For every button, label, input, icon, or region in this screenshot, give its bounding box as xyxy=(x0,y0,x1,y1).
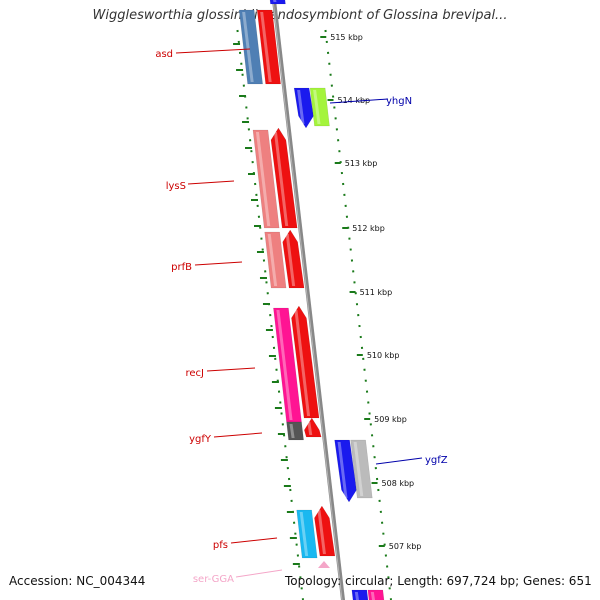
gene-leader-line xyxy=(194,261,243,266)
kbp-label: 509 kbp xyxy=(374,415,407,424)
right-rail xyxy=(324,29,392,600)
gene-leader-line xyxy=(230,537,278,544)
gene-box-highlight xyxy=(267,234,278,286)
gene-box-highlight xyxy=(313,90,321,124)
gene-box xyxy=(264,231,287,289)
gene-box-highlight xyxy=(289,424,295,438)
gene-box xyxy=(293,87,314,129)
gene-box xyxy=(282,229,305,289)
kbp-label: 513 kbp xyxy=(345,159,378,168)
gene-leader-line xyxy=(206,367,256,372)
kbp-label: 508 kbp xyxy=(382,479,415,488)
gene-leader-line xyxy=(375,457,423,465)
gene-box-highlight xyxy=(354,592,359,600)
gene-box-highlight xyxy=(307,422,313,435)
map-title: Wigglesworthia glossinidia endosymbiont … xyxy=(92,8,508,23)
gene-box xyxy=(334,439,357,503)
gene-leader-line xyxy=(329,98,389,104)
gene-box-highlight xyxy=(273,132,289,226)
gene-box-highlight xyxy=(370,592,375,600)
gene-box xyxy=(238,9,263,85)
gene-box-highlight xyxy=(273,0,277,2)
gene-label: recJ xyxy=(186,368,205,379)
gene-box xyxy=(256,9,281,85)
gene-box-highlight xyxy=(317,510,326,554)
accession-text: Accession: NC_004344 xyxy=(9,574,146,588)
gene-label: prfB xyxy=(171,262,192,273)
gene-box xyxy=(252,129,280,229)
kbp-label: 514 kbp xyxy=(338,96,371,105)
left-rail xyxy=(236,29,304,600)
gene-label: ygfZ xyxy=(425,455,448,466)
trna-marker xyxy=(318,561,330,568)
gene-box-highlight xyxy=(353,442,364,496)
gene-box-highlight xyxy=(297,90,305,124)
gene-box-highlight xyxy=(242,12,254,82)
kbp-label: 510 kbp xyxy=(367,351,400,360)
gene-box-highlight xyxy=(276,310,293,420)
gene-box xyxy=(314,505,336,557)
gene-label: ygfY xyxy=(189,434,212,445)
gene-label: ser-GGA xyxy=(193,574,234,585)
gene-leader-line xyxy=(187,180,235,185)
gene-box xyxy=(286,421,304,441)
gene-box xyxy=(291,305,320,419)
gene-box xyxy=(309,87,330,127)
gene-box-highlight xyxy=(294,310,311,416)
gene-label: pfs xyxy=(213,540,228,551)
gene-box xyxy=(304,417,322,438)
kbp-label: 511 kbp xyxy=(360,288,393,297)
gene-box-highlight xyxy=(285,234,296,286)
kbp-label: 512 kbp xyxy=(352,224,385,233)
kbp-label: 507 kbp xyxy=(389,542,422,551)
gene-label: yhgN xyxy=(386,96,412,107)
gene-box xyxy=(367,589,385,600)
topology-text: Topology: circular; Length: 697,724 bp; … xyxy=(285,574,592,588)
gene-box xyxy=(351,589,369,600)
gene-label: lysS xyxy=(166,181,186,192)
gene-leader-line xyxy=(175,48,251,54)
backbone-highlight xyxy=(272,0,343,600)
kbp-label: 515 kbp xyxy=(330,33,363,42)
gene-box xyxy=(270,127,298,229)
gene-box-highlight xyxy=(299,512,309,556)
gene-leader-line xyxy=(235,569,283,578)
gene-leader-line xyxy=(213,432,263,438)
backbone-line xyxy=(271,0,346,600)
gene-box-highlight xyxy=(337,442,348,498)
gene-box-highlight xyxy=(255,132,271,226)
gene-box xyxy=(350,439,373,499)
gene-box xyxy=(296,509,318,559)
gene-label: asd xyxy=(155,49,173,60)
gene-box-highlight xyxy=(260,12,272,82)
gene-box xyxy=(269,0,286,5)
